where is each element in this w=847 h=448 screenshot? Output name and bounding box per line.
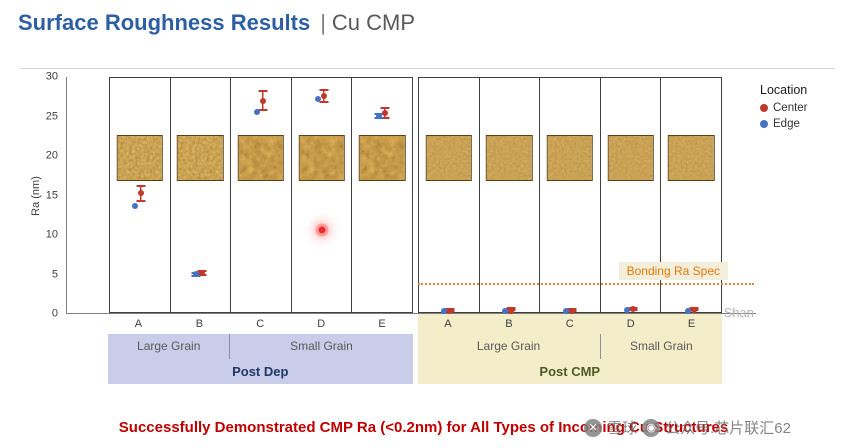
chart: Ra (nm) 0 5 10 15 20 25 30 Shan Bonding Ra Spe… [20,68,835,384]
data-point-edge [314,96,321,103]
subgroup-label: Small Grain [629,339,693,353]
footer-message: Successfully Demonstrated CMP Ra (<0.2nm… [118,419,729,436]
x-category-label: D [626,318,635,330]
panel-post-dep-a [109,77,171,313]
y-axis: Ra (nm) 0 5 10 15 20 25 30 [20,71,66,319]
title-separator: | [320,10,326,35]
y-tick-label: 15 [45,189,58,201]
legend-label-edge: Edge [773,118,800,130]
afm-thumbnail [237,134,285,181]
page-subtitle: Cu CMP [331,10,416,35]
panel-post-cmp-a [418,77,480,313]
data-point-edge [193,271,200,278]
band-post-cmp: A B C D E Large Grain Small Grain Post CMP [417,314,722,384]
wechat-account-logo-icon: ◉ [642,418,661,437]
x-category-label: E [378,318,386,330]
group-name-post-dep: Post Dep [108,359,413,384]
x-category-label: A [444,318,452,330]
xueqiu-logo-icon: ✕ [584,418,603,437]
data-point-center [320,92,327,99]
data-point-center [629,306,636,313]
y-tick-label: 30 [45,70,58,83]
data-point-center [260,97,266,104]
bonding-ra-spec-label: Bonding Ra Spec [618,262,728,281]
data-point-edge [502,308,509,315]
panel-post-dep-b [169,77,232,313]
panel-post-cmp-c [539,77,601,313]
y-tick-label: 5 [51,268,58,281]
watermark: ✕ 雪球 ◉ 公众号:芯片联汇62 [584,417,791,438]
afm-thumbnail [298,134,345,181]
data-point-edge [441,308,448,315]
y-axis-label: Ra (nm) [29,175,42,216]
legend-label-center: Center [773,102,808,114]
afm-thumbnail [358,134,406,181]
legend: Location Center Edge [756,77,835,314]
x-category-label: D [317,318,326,330]
afm-thumbnail [486,134,533,181]
watermark-text-xueqiu: 雪球 [607,420,638,437]
subgroup-label: Large Grain [418,334,601,359]
x-category-label: C [565,318,574,330]
data-point-center [690,307,697,314]
y-tick-label: 20 [45,149,58,162]
highlighted-outlier-point [318,226,326,234]
legend-item-center: Center [760,102,835,114]
x-category-label: E [687,318,696,330]
watermark-fragment: Shan [723,305,754,320]
bands-row: A B C D E Large Grain Small Grain Post Dep A B C D E… [66,314,756,384]
afm-thumbnail [177,134,224,181]
plot-area: Shan Bonding Ra Spec [66,77,756,320]
subgroup-label: Large Grain [108,334,231,359]
legend-item-edge: Edge [760,118,835,130]
center-legend-dot-icon [760,104,768,112]
x-category-label: B [505,318,513,330]
data-point-edge [375,113,382,120]
data-point-edge [254,109,260,116]
data-point-center [447,308,454,315]
y-tick-label: 25 [45,110,58,122]
data-point-center [381,110,388,117]
x-category-label: C [256,318,265,330]
data-point-edge [132,203,139,210]
bonding-ra-spec-line [418,283,754,286]
afm-thumbnail [607,134,654,181]
data-point-edge [684,307,691,314]
afm-thumbnail [116,134,164,181]
panel-post-cmp-b [478,77,541,313]
subgroup-label: Small Grain [290,339,353,353]
data-point-center [569,308,575,315]
data-point-center [138,190,145,197]
page-title-row: Surface Roughness Results | Cu CMP [18,10,415,36]
group-post-cmp: Bonding Ra Spec [418,77,754,315]
page-title: Surface Roughness Results [18,10,311,35]
afm-thumbnail [546,134,594,181]
data-point-center [508,307,515,314]
edge-legend-dot-icon [760,120,768,128]
legend-title: Location [760,83,808,97]
panel-post-dep-d [290,77,353,313]
data-point-edge [623,307,630,314]
afm-thumbnail [425,134,473,181]
group-name-post-cmp: Post CMP [539,364,601,379]
band-post-dep: A B C D E Large Grain Small Grain Post Dep [108,314,413,384]
afm-thumbnail [667,134,715,181]
data-point-edge [563,308,569,315]
x-category-label: A [134,318,143,330]
y-tick-label: 0 [51,307,58,320]
panel-post-dep-c [230,77,292,313]
y-tick-label: 10 [45,228,58,241]
group-post-dep [109,77,413,313]
data-point-center [199,269,206,276]
x-category-label: B [195,318,204,330]
watermark-text-account: 公众号:芯片联汇62 [665,420,791,437]
